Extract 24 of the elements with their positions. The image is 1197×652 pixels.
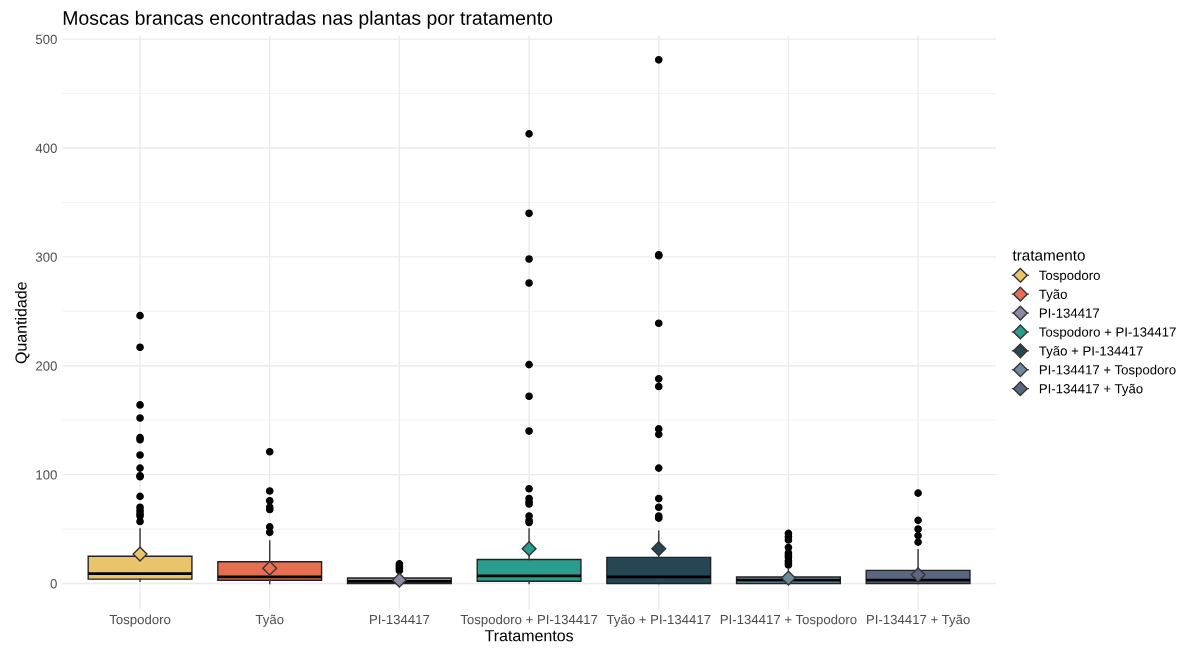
- x-tick-label: PI-134417: [370, 614, 430, 625]
- y-axis-title: Quantidade: [14, 282, 30, 364]
- x-tick-label: Tospodoro: [109, 614, 171, 627]
- y-tick-label: 500: [35, 34, 57, 45]
- legend-label: Tyão + PI-134417: [1039, 346, 1143, 359]
- legend-label: PI-134417 + Tyão: [1039, 383, 1143, 396]
- y-tick-label: 400: [35, 143, 57, 153]
- legend-label: Tyão: [1039, 289, 1067, 302]
- legend-label: Tospodoro: [1039, 270, 1100, 283]
- x-tick-label: Tospodoro + PI-134417: [460, 614, 598, 627]
- x-tick-label: PI-134417 + Tospodoro: [720, 614, 857, 627]
- y-tick-label: 200: [36, 361, 57, 371]
- y-tick-label: 100: [36, 470, 57, 480]
- x-tick-label: Tyão: [255, 614, 284, 627]
- x-axis-title: Tratamentos: [484, 630, 574, 642]
- legend-title: tratamento: [1012, 250, 1085, 261]
- legend-label: Tospodoro + PI-134417: [1039, 327, 1176, 340]
- x-tick-label: Tyão + PI-134417: [606, 614, 711, 627]
- y-tick-label: 300: [35, 252, 57, 262]
- legend-label: PI-134417 + Tospodoro: [1039, 364, 1176, 378]
- chart-title: Moscas brancas encontradas nas plantas por tratamento: [63, 10, 553, 29]
- legend-label: PI-134417: [1039, 308, 1100, 318]
- x-tick-label: PI-134417 + Tyão: [867, 614, 970, 627]
- y-tick-label: 0: [50, 579, 57, 589]
